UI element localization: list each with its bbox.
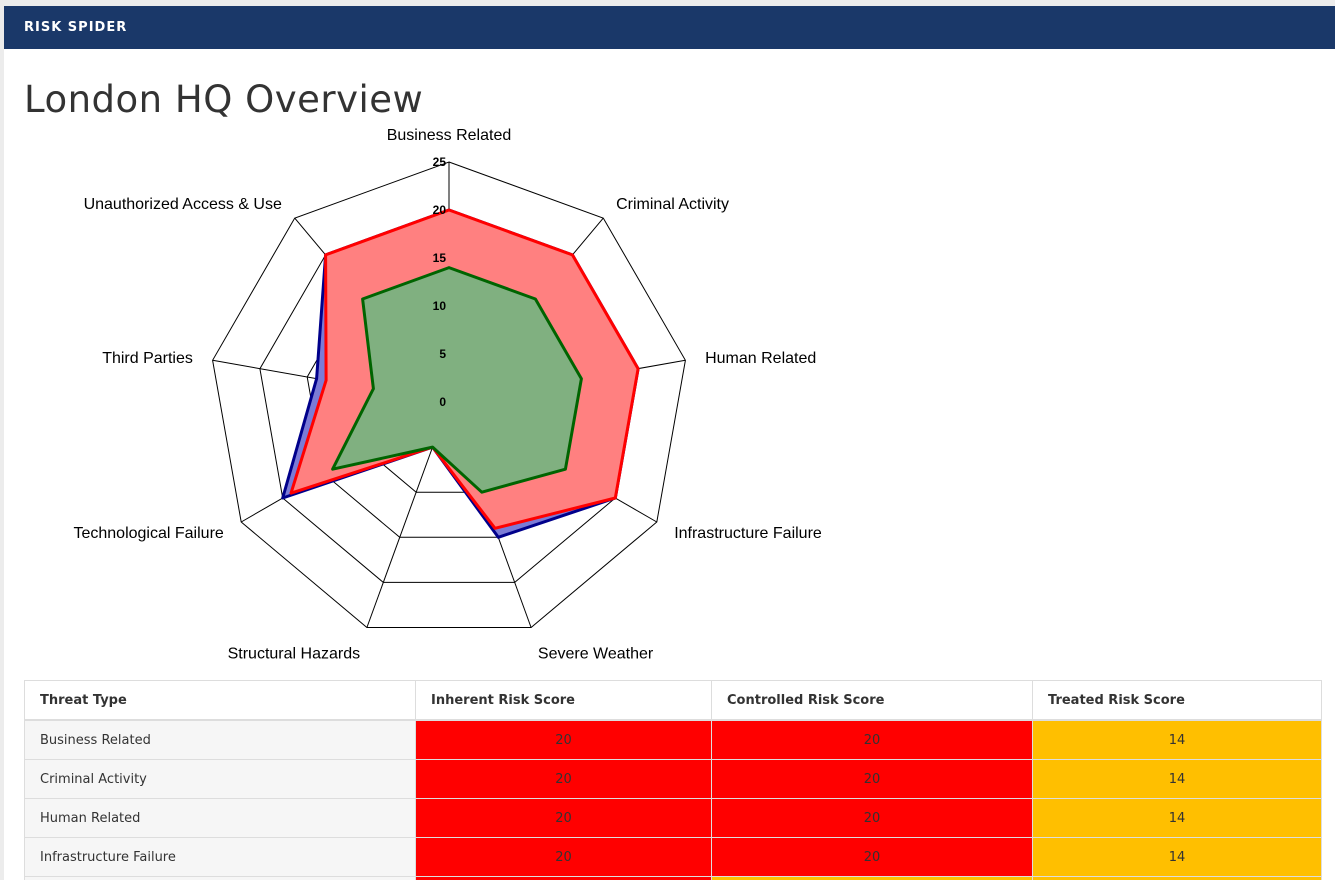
- controlled-score-cell: 20: [712, 760, 1033, 799]
- category-label: Structural Hazards: [228, 645, 361, 662]
- category-label: Severe Weather: [538, 645, 654, 662]
- inherent-score-cell: 20: [416, 799, 712, 838]
- column-header-controlled-risk[interactable]: Controlled Risk Score: [712, 681, 1033, 721]
- controlled-score-cell: 20: [712, 838, 1033, 877]
- app-frame: RISK SPIDER London HQ Overview 0 5 10 15 20 2…: [4, 6, 1335, 880]
- inherent-score-cell: 20: [416, 760, 712, 799]
- scale-tick-label: 5: [439, 347, 446, 361]
- controlled-score-cell: 20: [712, 799, 1033, 838]
- threat-type-cell: Infrastructure Failure: [25, 838, 416, 877]
- table-header-row: Threat Type Inherent Risk Score Controll…: [25, 681, 1322, 721]
- threat-type-cell: Human Related: [25, 799, 416, 838]
- inherent-score-cell: 20: [416, 720, 712, 760]
- category-label: Criminal Activity: [616, 196, 729, 213]
- table-row[interactable]: Human Related 20 20 14: [25, 799, 1322, 838]
- category-label: Technological Failure: [73, 525, 223, 542]
- table-row[interactable]: Infrastructure Failure 20 20 14: [25, 838, 1322, 877]
- inherent-score-cell: 20: [416, 838, 712, 877]
- scale-tick-label: 25: [433, 155, 447, 169]
- column-header-threat-type[interactable]: Threat Type: [25, 681, 416, 721]
- table-row[interactable]: Severe Weather151410: [25, 877, 1322, 880]
- treated-score-cell: 10: [1033, 877, 1322, 880]
- table-row[interactable]: Criminal Activity 20 20 14: [25, 760, 1322, 799]
- column-header-inherent-risk[interactable]: Inherent Risk Score: [416, 681, 712, 721]
- inherent-score-cell: 15: [416, 877, 712, 880]
- treated-score-cell: 14: [1033, 720, 1322, 760]
- category-label: Infrastructure Failure: [674, 525, 822, 542]
- threat-type-cell: Severe Weather: [25, 877, 416, 880]
- threat-type-cell: Business Related: [25, 720, 416, 760]
- risk-score-table: Threat Type Inherent Risk Score Controll…: [24, 680, 1322, 880]
- scale-tick-label: 0: [439, 395, 446, 409]
- scale-tick-label: 15: [433, 251, 447, 265]
- table-body: Business Related 20 20 14 Criminal Activity 2…: [25, 720, 1322, 880]
- column-header-treated-risk[interactable]: Treated Risk Score: [1033, 681, 1322, 721]
- threat-type-cell: Criminal Activity: [25, 760, 416, 799]
- category-label: Third Parties: [102, 350, 193, 367]
- risk-radar-chart: 0 5 10 15 20 25 Business Related Criminal Activ…: [4, 6, 1335, 676]
- table-row[interactable]: Business Related 20 20 14: [25, 720, 1322, 760]
- controlled-score-cell: 20: [712, 720, 1033, 760]
- category-label: Unauthorized Access & Use: [84, 196, 282, 213]
- scale-tick-label: 10: [433, 299, 447, 313]
- treated-score-cell: 14: [1033, 760, 1322, 799]
- controlled-score-cell: 14: [712, 877, 1033, 880]
- treated-score-cell: 14: [1033, 799, 1322, 838]
- treated-score-cell: 14: [1033, 838, 1322, 877]
- scale-tick-label: 20: [433, 203, 447, 217]
- category-label: Business Related: [387, 127, 512, 144]
- category-label: Human Related: [705, 350, 816, 367]
